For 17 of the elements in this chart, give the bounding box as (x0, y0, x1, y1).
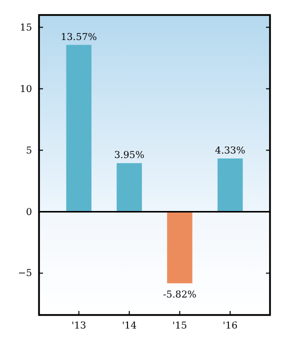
y-tick-label: −5 (18, 268, 32, 280)
bar (116, 163, 142, 212)
bar (167, 212, 192, 284)
data-label: 4.33% (215, 145, 246, 156)
y-tick-label: 5 (26, 145, 32, 156)
y-tick-label: 10 (20, 84, 32, 95)
data-label: 3.95% (114, 150, 144, 162)
bar (66, 44, 92, 212)
y-tick-label: 15 (20, 22, 32, 34)
x-tick-label: '14 (122, 320, 137, 332)
y-tick-label: 0 (26, 206, 32, 218)
x-tick-label: '15 (172, 320, 188, 332)
data-label: 13.57% (60, 32, 97, 43)
x-tick-label: '16 (222, 320, 238, 332)
x-tick-label: '13 (71, 320, 86, 332)
data-label: -5.82% (163, 289, 196, 300)
bar (218, 158, 243, 212)
